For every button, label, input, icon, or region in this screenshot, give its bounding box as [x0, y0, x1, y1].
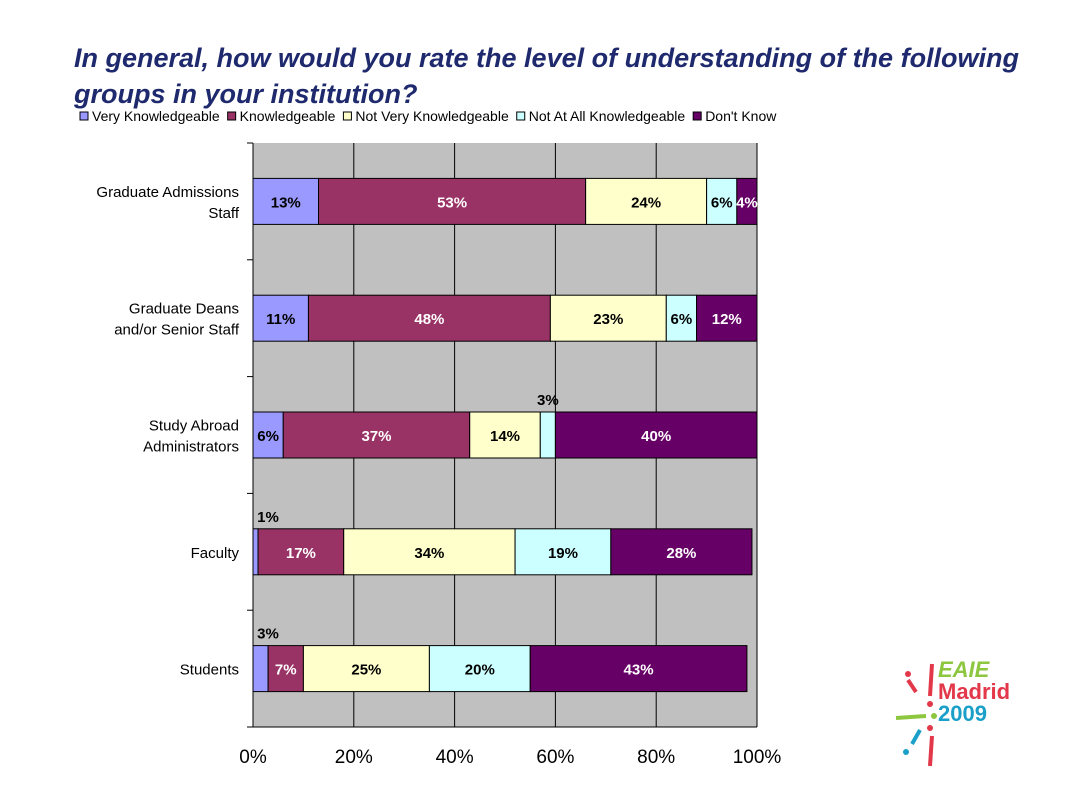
- legend-swatch: [692, 111, 702, 121]
- data-label: 19%: [548, 545, 578, 562]
- bar-segment: [665, 294, 698, 342]
- bar-segment: [302, 645, 430, 693]
- bar-segment: [696, 294, 758, 342]
- legend-label: Not Very Knowledgeable: [355, 108, 509, 124]
- category-label: Graduate Deans and/or Senior Staff: [114, 301, 240, 339]
- eaie-madrid-2009-logo: EAIE Madrid 2009: [886, 656, 1056, 781]
- x-tick-label: 20%: [335, 747, 373, 768]
- legend-swatch: [516, 111, 526, 121]
- data-label: 7%: [275, 662, 297, 679]
- legend-label: Very Knowledgeable: [92, 108, 220, 124]
- bar-segment: [469, 411, 541, 459]
- data-label: 6%: [257, 428, 279, 445]
- category-label-line: Staff: [208, 205, 239, 222]
- category-label: Faculty: [191, 545, 240, 562]
- data-label: 3%: [257, 626, 279, 643]
- bar-segment: [549, 294, 667, 342]
- data-label: 23%: [593, 311, 623, 328]
- legend-label: Not At All Knowledgeable: [529, 108, 686, 124]
- data-label: 40%: [641, 428, 671, 445]
- x-tick-label: 0%: [239, 747, 267, 768]
- x-tick-label: 100%: [733, 747, 782, 768]
- data-label: 12%: [712, 311, 742, 328]
- legend-swatch: [227, 111, 237, 121]
- bar-segment: [252, 645, 269, 693]
- bar-segment: [539, 411, 556, 459]
- category-label-line: Administrators: [143, 439, 239, 456]
- logo-text-madrid: Madrid: [938, 679, 1011, 704]
- data-label: 25%: [351, 662, 381, 679]
- category-label: Students: [180, 662, 239, 679]
- legend-label: Knowledgeable: [240, 108, 336, 124]
- bar-segment: [307, 294, 551, 342]
- data-label: 48%: [414, 311, 444, 328]
- legend-swatch: [342, 111, 352, 121]
- data-label: 14%: [490, 428, 520, 445]
- data-label: 6%: [671, 311, 693, 328]
- bar-segment: [252, 528, 259, 576]
- logo-mark-icon: [895, 663, 937, 767]
- bar-segment: [252, 177, 320, 225]
- plot-area: 0% 20% 40% 60% 80% 100% Graduate Admissions Sta…: [96, 142, 782, 768]
- data-label: 17%: [286, 545, 316, 562]
- data-label: 20%: [465, 662, 495, 679]
- data-label: 13%: [271, 194, 301, 211]
- bar-segment: [428, 645, 531, 693]
- data-label: 3%: [537, 392, 559, 409]
- chart-legend: Very Knowledgeable Knowledgeable Not Very …: [79, 108, 777, 124]
- bar-segment: [554, 411, 758, 459]
- data-label: 37%: [361, 428, 391, 445]
- logo-text-year: 2009: [938, 701, 987, 726]
- bar-segment: [257, 528, 345, 576]
- data-label: 53%: [437, 194, 467, 211]
- bar-segment: [736, 177, 758, 225]
- bar-segment: [529, 645, 748, 693]
- data-label: 28%: [666, 545, 696, 562]
- bar-segment: [585, 177, 708, 225]
- x-tick-label: 40%: [436, 747, 474, 768]
- data-label: 11%: [266, 311, 295, 328]
- category-label-line: Graduate Admissions: [96, 184, 239, 201]
- data-label: 24%: [631, 194, 661, 211]
- data-label: 4%: [736, 194, 758, 211]
- data-label: 6%: [711, 194, 733, 211]
- category-label-line: Students: [180, 662, 239, 679]
- bar-segment: [610, 528, 753, 576]
- category-label-line: Study Abroad: [149, 418, 239, 435]
- data-label: 43%: [624, 662, 654, 679]
- bar-segment: [252, 411, 284, 459]
- legend-swatch: [79, 111, 89, 121]
- bar-segment: [282, 411, 471, 459]
- x-tick-label: 60%: [536, 747, 574, 768]
- data-label: 1%: [257, 509, 279, 526]
- chart-title: In general, how would you rate the level…: [74, 43, 1020, 109]
- category-label: Study Abroad Administrators: [143, 418, 239, 456]
- data-label: 34%: [414, 545, 444, 562]
- legend-label: Don't Know: [705, 108, 777, 124]
- bar-segment: [706, 177, 738, 225]
- category-label-line: and/or Senior Staff: [114, 322, 240, 339]
- logo-text-eaie: EAIE: [938, 657, 990, 682]
- category-label-line: Faculty: [191, 545, 240, 562]
- x-tick-label: 80%: [637, 747, 675, 768]
- category-label: Graduate Admissions Staff: [96, 184, 239, 222]
- bar-segment: [252, 294, 309, 342]
- category-label-line: Graduate Deans: [129, 301, 239, 318]
